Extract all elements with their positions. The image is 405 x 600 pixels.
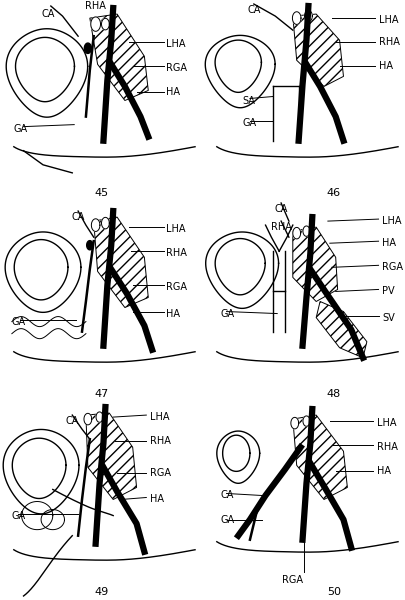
Polygon shape xyxy=(96,412,103,422)
Polygon shape xyxy=(292,227,300,239)
Text: CA: CA xyxy=(66,416,79,426)
Text: RGA: RGA xyxy=(150,469,171,478)
Text: PV: PV xyxy=(382,286,394,296)
Polygon shape xyxy=(101,217,109,229)
Text: SV: SV xyxy=(382,313,394,323)
Text: 47: 47 xyxy=(94,389,109,399)
Text: HA: HA xyxy=(165,88,179,97)
Polygon shape xyxy=(101,19,109,30)
Text: 48: 48 xyxy=(326,389,340,399)
Text: LHA: LHA xyxy=(382,216,401,226)
Polygon shape xyxy=(302,416,309,426)
Text: LHA: LHA xyxy=(377,15,397,25)
Text: CA: CA xyxy=(71,212,85,222)
Polygon shape xyxy=(90,14,148,100)
Polygon shape xyxy=(87,241,93,250)
Text: RHA: RHA xyxy=(376,442,396,452)
Polygon shape xyxy=(292,415,347,499)
Polygon shape xyxy=(304,10,311,22)
Text: RGA: RGA xyxy=(281,575,303,585)
Text: RGA: RGA xyxy=(165,64,186,73)
Text: LHA: LHA xyxy=(376,418,395,428)
Polygon shape xyxy=(86,413,136,499)
Text: CA: CA xyxy=(41,9,54,19)
Text: HA: HA xyxy=(377,61,392,71)
Text: 46: 46 xyxy=(326,188,340,198)
Text: RHA: RHA xyxy=(377,37,399,47)
Text: CA: CA xyxy=(274,204,287,214)
Text: LHA: LHA xyxy=(150,412,169,422)
Polygon shape xyxy=(302,226,309,236)
Polygon shape xyxy=(290,418,298,429)
Text: HA: HA xyxy=(165,308,179,319)
Text: GA: GA xyxy=(220,515,234,524)
Text: RHA: RHA xyxy=(270,222,291,232)
Text: HA: HA xyxy=(376,466,390,476)
Text: RHA: RHA xyxy=(150,436,171,446)
Text: GA: GA xyxy=(14,124,28,134)
Polygon shape xyxy=(292,12,300,25)
Polygon shape xyxy=(84,413,92,425)
Text: GA: GA xyxy=(12,511,26,521)
Text: CA: CA xyxy=(220,490,234,500)
Polygon shape xyxy=(292,14,343,86)
Text: 49: 49 xyxy=(94,587,109,597)
Text: GA: GA xyxy=(220,308,234,319)
Text: RHA: RHA xyxy=(165,248,186,258)
Text: LHA: LHA xyxy=(165,39,185,49)
Polygon shape xyxy=(94,217,148,308)
Text: GA: GA xyxy=(241,118,256,128)
Text: HA: HA xyxy=(382,238,395,248)
Text: HA: HA xyxy=(150,494,164,505)
Text: GA: GA xyxy=(12,317,26,326)
Polygon shape xyxy=(315,301,366,358)
Text: SA: SA xyxy=(241,95,254,106)
Text: 45: 45 xyxy=(94,188,108,198)
Text: LHA: LHA xyxy=(165,224,185,234)
Polygon shape xyxy=(91,219,100,232)
Polygon shape xyxy=(84,43,91,53)
Text: RGA: RGA xyxy=(382,262,403,272)
Text: RGA: RGA xyxy=(165,283,186,292)
Polygon shape xyxy=(91,17,100,31)
Text: 50: 50 xyxy=(326,587,340,597)
Text: RHA: RHA xyxy=(85,1,106,11)
Text: CA: CA xyxy=(247,5,260,15)
Polygon shape xyxy=(292,227,337,301)
